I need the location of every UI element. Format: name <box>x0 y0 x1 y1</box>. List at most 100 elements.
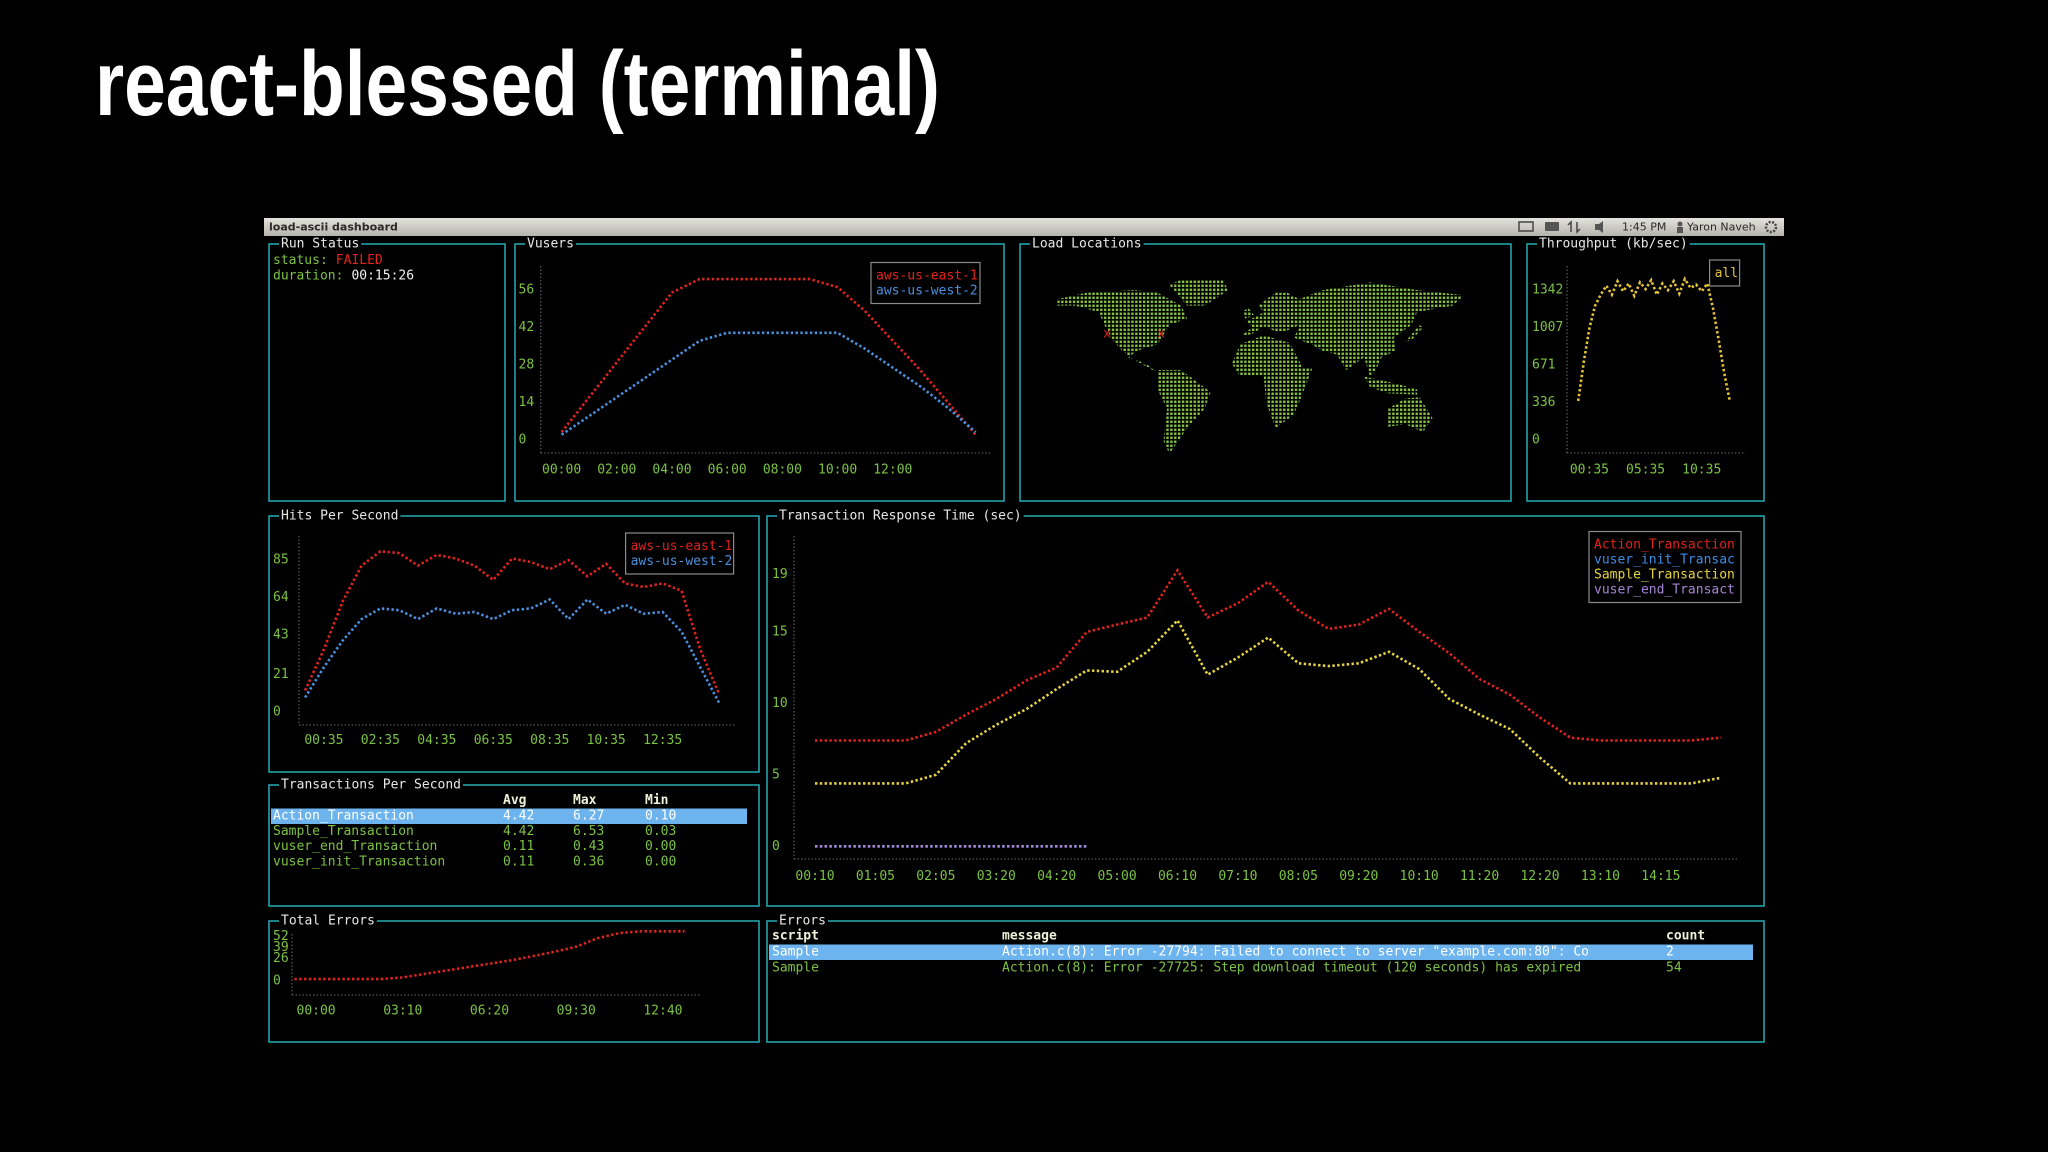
y-tick-label: 671 <box>1532 358 1555 373</box>
table-cell: Sample_Transaction <box>273 824 414 839</box>
australia <box>1387 397 1433 433</box>
series-line <box>303 549 721 695</box>
panel-border <box>268 243 506 502</box>
settings-icon[interactable] <box>1764 220 1778 234</box>
terminal-window <box>264 218 1784 1048</box>
x-tick-label: 02:05 <box>916 869 955 884</box>
y-tick-label: 56 <box>519 282 535 297</box>
table-cell: 6.27 <box>573 809 604 824</box>
table-header: Min <box>645 793 668 808</box>
x-tick-label: 00:35 <box>304 733 343 748</box>
panel-title: Throughput (kb/sec) <box>1539 237 1688 252</box>
panel-title: Run Status <box>281 237 359 252</box>
legend-entry: Action_Transaction <box>1594 538 1735 553</box>
panel-title: Vusers <box>527 237 574 252</box>
y-tick-label: 0 <box>519 433 527 448</box>
selected-row <box>769 944 1753 960</box>
asia <box>1294 282 1465 377</box>
legend-box <box>870 261 981 305</box>
duration-label: duration: <box>273 268 343 283</box>
panel-title: Hits Per Second <box>281 509 398 524</box>
y-tick-label: 0 <box>772 839 780 854</box>
y-tick-label: 0 <box>1532 433 1540 448</box>
table-cell: 0.36 <box>573 854 604 869</box>
table-cell: Sample <box>772 961 819 976</box>
table-cell: 0.10 <box>645 809 676 824</box>
user-icon <box>1677 221 1683 227</box>
y-tick-label: 336 <box>1532 395 1555 410</box>
y-tick-label: 52 <box>273 929 289 944</box>
x-tick-label: 06:10 <box>1158 869 1197 884</box>
x-tick-label: 06:00 <box>708 463 747 478</box>
x-tick-label: 00:10 <box>795 869 834 884</box>
duration-value: 00:15:26 <box>351 268 414 283</box>
legend-box <box>624 532 735 575</box>
slide-title: react-blessed (terminal) <box>95 33 940 135</box>
panel-title-background <box>279 241 362 247</box>
series-line <box>815 618 1722 785</box>
table-cell: 0.03 <box>645 824 676 839</box>
status-label: status: <box>273 253 328 268</box>
series-line <box>1576 276 1732 402</box>
panel-title: Transaction Response Time (sec) <box>779 509 1022 524</box>
x-tick-label: 05:35 <box>1626 463 1665 478</box>
x-tick-label: 12:20 <box>1520 869 1559 884</box>
x-tick-label: 00:00 <box>542 463 581 478</box>
legend-entry: Sample_Transaction <box>1594 568 1735 583</box>
x-tick-label: 04:00 <box>652 463 691 478</box>
japan <box>1405 324 1424 342</box>
panel-border <box>268 784 760 907</box>
legend-entry: vuser_init_Transac <box>1594 553 1735 568</box>
mail-icon <box>1518 221 1534 232</box>
table-cell: Action_Transaction <box>273 809 414 824</box>
world-map <box>1057 279 1465 454</box>
panel-title-background <box>279 782 464 788</box>
table-cell: 0.00 <box>645 854 676 869</box>
x-tick-label: 04:20 <box>1037 869 1076 884</box>
y-tick-label: 26 <box>273 951 289 966</box>
legend-box <box>1708 259 1741 287</box>
clock: 1:45 PM <box>1622 221 1666 234</box>
volume-icon <box>1595 221 1603 233</box>
panel-title-background <box>279 918 377 924</box>
panel-title: Total Errors <box>281 914 375 929</box>
panel-title-background <box>1030 241 1144 247</box>
x-tick-label: 12:35 <box>643 733 682 748</box>
window-bar <box>264 218 1784 236</box>
tray-icons <box>1518 220 1778 234</box>
panel-border <box>268 920 760 1043</box>
x-tick-label: 10:35 <box>587 733 626 748</box>
x-tick-label: 14:15 <box>1641 869 1680 884</box>
x-tick-label: 08:05 <box>1279 869 1318 884</box>
table-header: message <box>1002 929 1057 944</box>
legend-entry: all <box>1715 266 1738 281</box>
y-tick-label: 28 <box>519 357 535 372</box>
series-line <box>560 277 977 436</box>
y-tick-label: 10 <box>772 696 788 711</box>
y-tick-label: 43 <box>273 628 289 643</box>
panel-title: Load Locations <box>1032 237 1142 252</box>
legend-entry: aws-us-east-1 <box>876 269 978 284</box>
panel-border <box>766 920 1765 1043</box>
x-tick-label: 10:35 <box>1682 463 1721 478</box>
duration-line: duration: 00:15:26 <box>273 268 414 283</box>
x-tick-label: 12:00 <box>873 463 912 478</box>
panel-border <box>268 515 760 773</box>
table-cell: 0.00 <box>645 839 676 854</box>
panel-title: Errors <box>779 914 826 929</box>
britain <box>1243 308 1255 319</box>
south-america <box>1157 370 1211 454</box>
legend-entry: vuser_end_Transact <box>1594 583 1735 598</box>
y-tick-label: 0 <box>273 704 281 719</box>
table-cell: 4.42 <box>503 809 534 824</box>
x-tick-label: 08:00 <box>763 463 802 478</box>
x-tick-label: 08:35 <box>530 733 569 748</box>
table-cell: 6.53 <box>573 824 604 839</box>
user-name[interactable]: Yaron Naveh <box>1686 221 1756 234</box>
table-header: count <box>1666 929 1705 944</box>
legend-entry: aws-us-east-1 <box>631 539 733 554</box>
table-cell: Action.c(8): Error -27794: Failed to con… <box>1002 945 1589 960</box>
table-header: script <box>772 929 819 944</box>
africa <box>1231 335 1313 429</box>
x-tick-label: 02:35 <box>361 733 400 748</box>
